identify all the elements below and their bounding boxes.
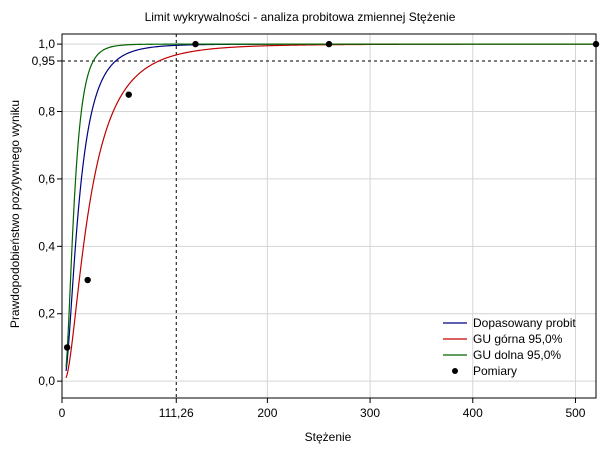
data-point: [325, 40, 333, 48]
x-tick-label: 111,26: [159, 406, 194, 420]
data-point: [84, 276, 91, 284]
y-tick-label: 0,8: [38, 105, 55, 119]
legend-label-2: GU górna 95,0%: [473, 332, 563, 346]
data-point: [63, 344, 71, 351]
y-tick-label: 0,95: [32, 54, 56, 68]
plot-border: [61, 33, 597, 399]
y-tick-label: 0,2: [38, 307, 55, 321]
x-tick-label: 200: [257, 406, 277, 420]
y-tick-label: 0,0: [38, 374, 55, 388]
y-tick-label: 1,0: [38, 37, 55, 51]
data-point: [192, 40, 199, 48]
x-tick-label: 0: [59, 406, 66, 420]
plot-area: 0 111,26 200 300 400 500 0,0 0,2 0,4 0,6 0,8 0,95 1,…: [32, 33, 600, 420]
legend-label-1: Dopasowany probit: [473, 316, 576, 330]
data-point: [125, 91, 132, 98]
x-tick-label: 500: [565, 406, 585, 420]
legend-label-3: GU dolna 95,0%: [473, 348, 561, 362]
plot-frame-fill: [62, 34, 596, 398]
y-tick-label: 0,4: [38, 239, 55, 253]
chart-title: Limit wykrywalności - analiza probitowa …: [145, 10, 456, 24]
y-tick-label: 0,6: [38, 172, 55, 186]
legend-label-points: Pomiary: [473, 364, 517, 378]
x-axis-label: Stężenie: [305, 430, 352, 444]
x-tick-label: 300: [360, 406, 380, 420]
y-axis-label: Prawdopodobieństwo pozytywnego wyniku: [8, 100, 22, 328]
x-tick-label: 400: [463, 406, 483, 420]
legend-swatch-points: [452, 368, 458, 374]
